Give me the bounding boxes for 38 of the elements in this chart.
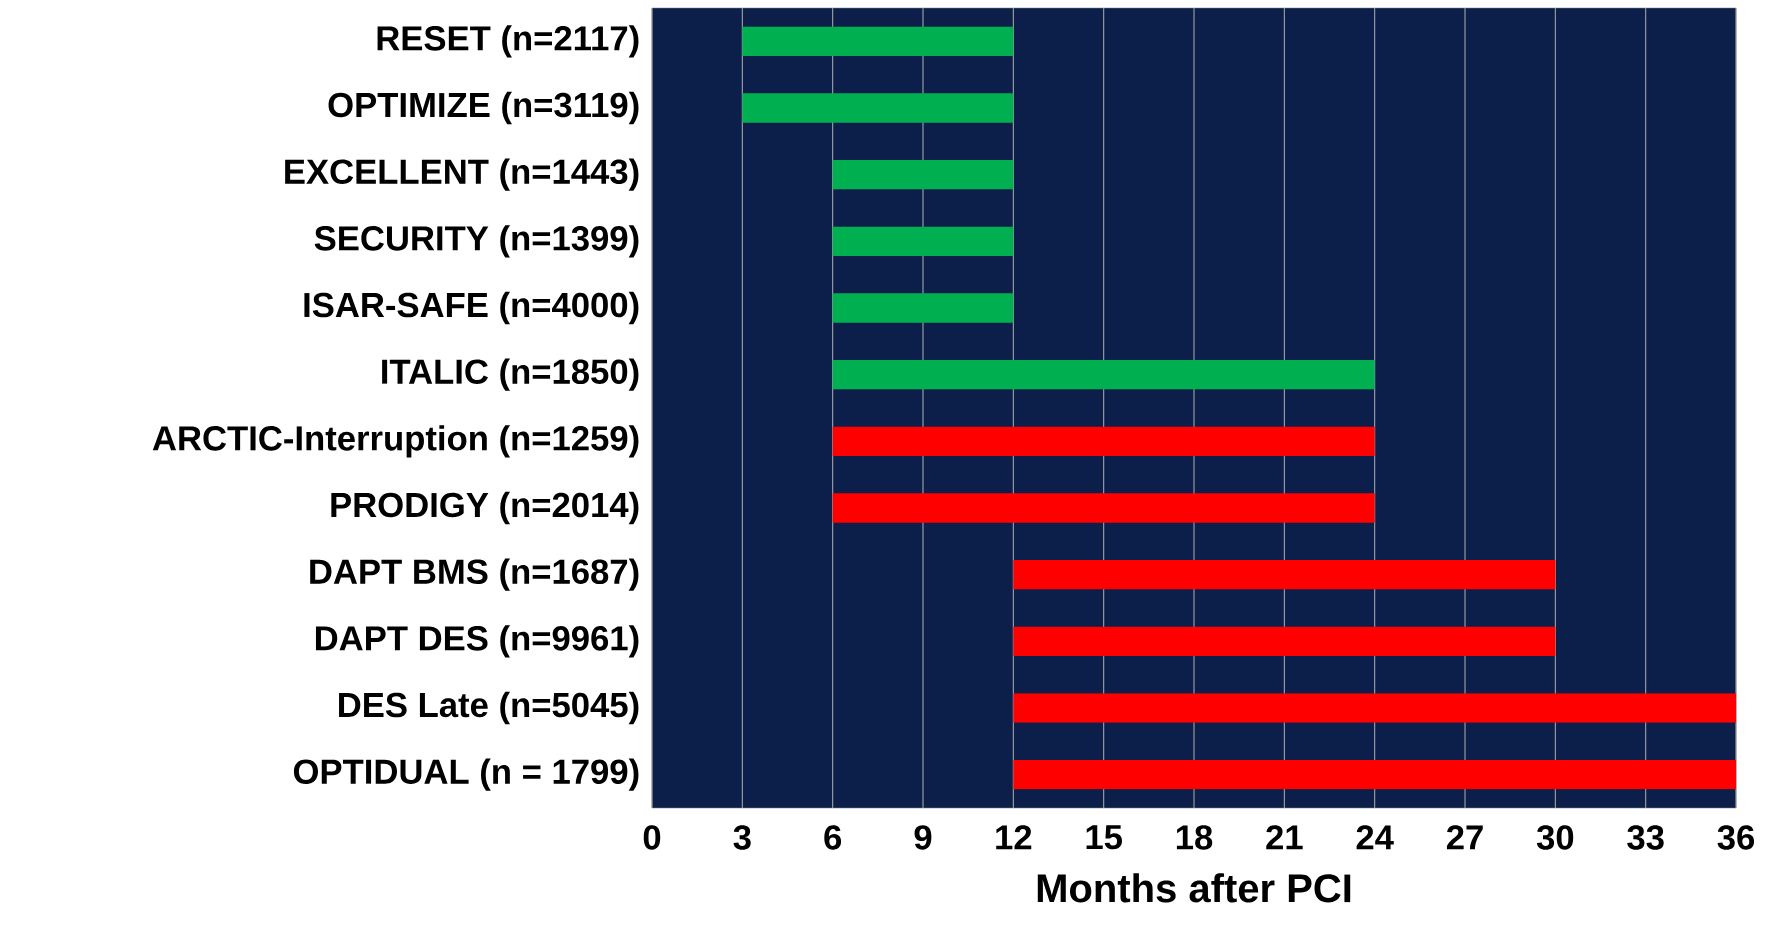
x-tick-label: 6 (824, 825, 842, 850)
x-tick-label: 0 (643, 825, 661, 850)
bar (832, 226, 1014, 256)
bar (832, 493, 1375, 523)
y-tick-label: SECURITY (n=1399) (314, 225, 639, 258)
x-axis-title: Months after PCI (1037, 872, 1351, 903)
y-tick-label: DAPT BMS (n=1687) (310, 558, 639, 591)
y-tick-label: OPTIDUAL (n = 1799) (293, 758, 639, 791)
x-tick-label: 33 (1627, 825, 1664, 850)
y-tick-label: EXCELLENT (n=1443) (285, 158, 639, 191)
x-tick-label: 21 (1266, 825, 1303, 850)
x-tick-label: 36 (1717, 825, 1755, 850)
bar (832, 426, 1375, 456)
x-tick-label: 15 (1086, 825, 1122, 850)
bar (1013, 626, 1556, 656)
x-tick-label: 18 (1176, 825, 1213, 850)
bar (1013, 693, 1737, 723)
y-tick-label: ITALIC (n=1850) (382, 358, 639, 391)
x-tick-label: 27 (1446, 825, 1483, 850)
x-tick-label: 30 (1536, 825, 1574, 850)
bar (1013, 559, 1556, 590)
y-tick-label: ISAR-SAFE (n=4000) (304, 291, 639, 324)
x-tick-label: 9 (914, 825, 932, 850)
bar (832, 159, 1014, 190)
y-tick-label: OPTIMIZE (n=3119) (328, 91, 639, 124)
bar (1013, 759, 1737, 790)
bar (832, 359, 1375, 390)
x-tick-label: 3 (733, 825, 751, 850)
y-tick-label: DAPT DES (n=9961) (315, 625, 639, 658)
bar (832, 293, 1014, 323)
y-tick-label: RESET (n=2117) (377, 25, 639, 58)
y-tick-label: DES Late (n=5045) (339, 691, 639, 725)
bar (742, 93, 1014, 123)
x-tick-label: 12 (996, 825, 1032, 850)
bar (742, 26, 1014, 56)
x-tick-label: 24 (1356, 825, 1394, 850)
y-tick-label: PRODIGY (n=2014) (331, 491, 639, 524)
y-tick-label: ARCTIC-Interruption (n=1259) (152, 425, 639, 458)
